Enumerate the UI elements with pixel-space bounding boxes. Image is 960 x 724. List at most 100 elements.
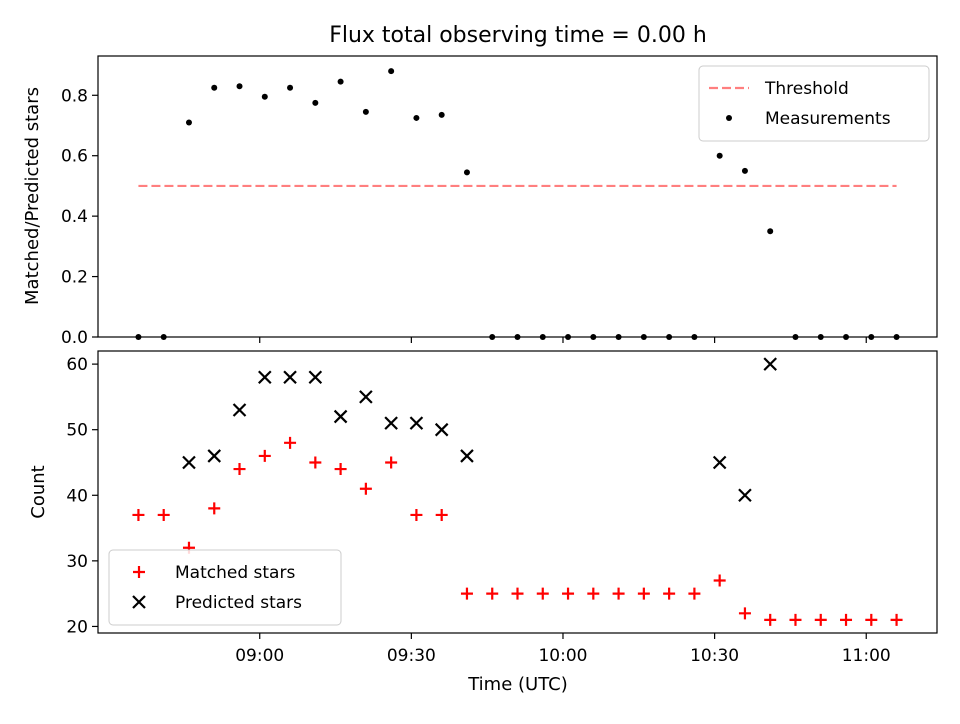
matched-star-point [612,587,625,600]
matched-star-point [865,613,878,626]
measurement-point [817,334,824,340]
count-panel: Count 20 30 40 50 60 09:00 09:30 10:00 10:30 11:0… [28,350,938,666]
ratio-y-axis-label: Matched/Predicted stars [22,87,43,305]
x-tick-label: 09:00 [235,646,284,666]
matched-star-point [536,587,549,600]
matched-star-point [410,508,423,521]
matched-star-point [334,463,347,476]
matched-star-point [157,508,170,521]
matched-star-point [764,613,777,626]
legend-box [108,549,342,626]
predicted-star-point [434,422,449,437]
matched-star-point [284,436,297,449]
matched-star-point [562,587,575,600]
measurement-point [843,334,850,340]
matched-star-point [814,613,827,626]
y-tick-label: 60 [66,355,88,375]
legend-box [698,65,930,142]
measurement-point [261,93,268,100]
matched-star-point [890,613,903,626]
predicted-star-point [409,416,424,430]
legend-label: Threshold [764,79,849,99]
measurement-point [160,334,167,340]
legend-label: Predicted stars [175,593,302,613]
y-tick-label: 20 [66,617,88,637]
predicted-star-point [258,370,272,385]
predicted-star-point [384,416,398,430]
predicted-star-point [359,390,373,404]
measurement-point [539,334,546,340]
matched-star-point [840,613,853,626]
predicted-star-point [333,409,348,424]
matched-star-point [385,456,398,469]
measurement-point [615,334,622,340]
measurement-point [463,169,470,176]
matched-star-point [789,613,802,626]
measurement-point [514,334,521,340]
measurement-point [312,99,319,106]
measurement-point [767,228,774,235]
x-tick-label: 10:30 [690,646,739,666]
predicted-star-point [738,488,752,503]
matched-star-point [460,587,473,600]
measurement-point [590,334,597,340]
y-tick-label: 0.0 [61,328,88,348]
matched-star-point [233,463,246,476]
matched-star-point [132,508,145,521]
x-tick-label: 11:00 [842,646,891,666]
matched-star-point [435,508,448,521]
measurement-point [236,83,243,90]
predicted-star-point [712,455,727,470]
predicted-star-point [283,370,297,385]
measurement-point [438,111,445,118]
measurement-point [792,334,799,340]
matched-star-point [688,587,701,600]
matched-star-point [486,587,499,600]
measurement-point [868,334,875,340]
legend-dot-swatch [726,115,732,121]
y-tick-label: 40 [66,486,88,506]
measurement-point [388,68,395,75]
measurement-point [565,334,572,340]
chart-title: Flux total observing time = 0.00 h [329,23,707,48]
count-plot-area [97,350,938,634]
matched-star-point [511,587,524,600]
measurement-point [640,334,647,340]
y-tick-label: 0.2 [61,268,88,288]
measurement-point [691,334,698,340]
predicted-star-point [182,455,196,470]
predicted-star-point [763,357,777,371]
measurement-point [362,108,369,115]
measurement-point [716,152,723,159]
measurement-point [211,84,218,91]
matched-star-point [258,449,271,462]
matched-star-point [738,607,751,620]
x-axis-label: Time (UTC) [467,674,568,695]
matched-star-point [587,587,600,600]
legend: Threshold Measurements [698,65,930,142]
matched-star-point [359,482,372,495]
y-tick-label: 30 [66,552,88,572]
legend-x-swatch [132,595,146,609]
count-y-axis-label: Count [28,465,49,518]
measurement-point [185,119,192,126]
measurement-point [489,334,496,340]
matched-star-point [309,456,322,469]
ratio-panel: Matched/Predicted stars 0.0 0.2 0.4 0.6 0.8 T… [22,55,938,348]
x-tick-label: 10:00 [538,646,587,666]
measurement-point [135,334,142,340]
measurement-point [287,84,294,91]
legend: Matched stars Predicted stars [108,549,342,626]
matched-star-point [208,502,221,515]
legend-label: Measurements [765,109,891,129]
legend-plus-swatch [133,566,145,578]
y-tick-label: 0.6 [61,147,88,167]
matched-star-point [637,587,650,600]
measurement-point [337,78,344,85]
matched-star-point [713,574,726,587]
y-tick-label: 0.8 [61,86,88,106]
legend-label: Matched stars [175,563,295,583]
x-tick-label: 09:30 [387,646,436,666]
measurement-point [893,334,900,340]
